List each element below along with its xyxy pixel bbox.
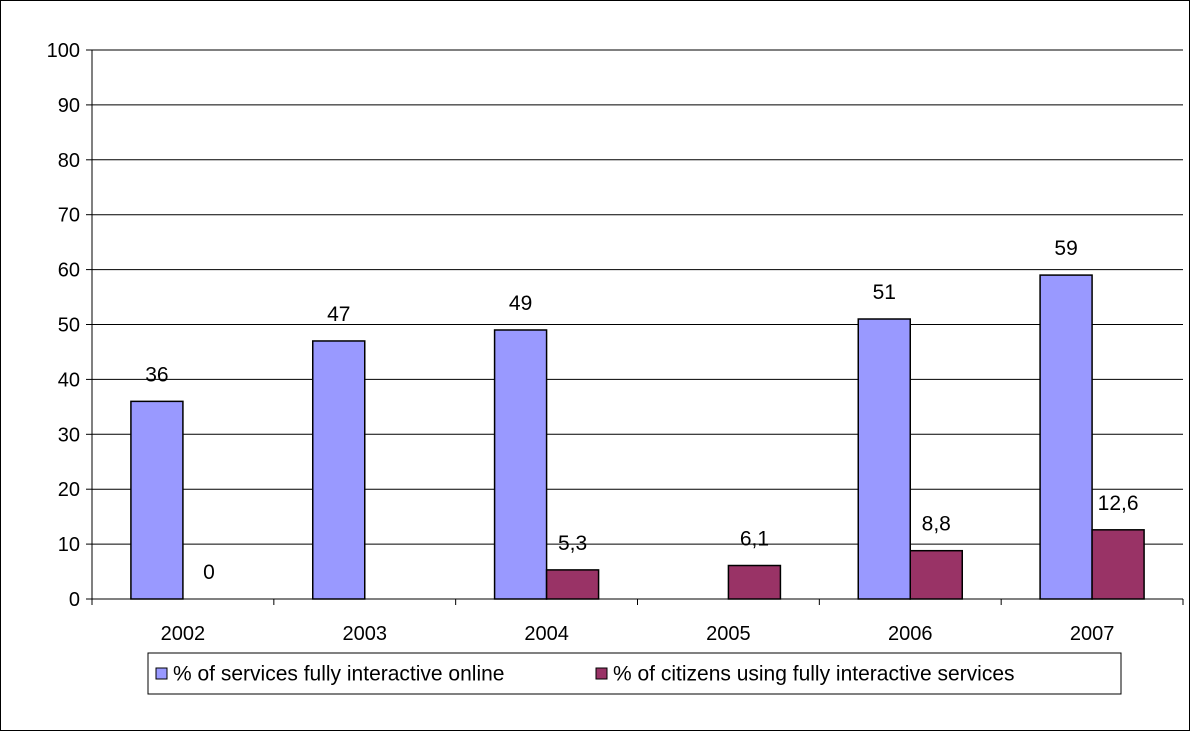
x-tick-label: 2007 [1070, 623, 1115, 645]
x-tick-label: 2004 [524, 623, 569, 645]
y-tick-label: 60 [58, 260, 80, 282]
data-label: 59 [1054, 237, 1077, 260]
x-tick-label: 2006 [888, 623, 933, 645]
bar-services-2002 [130, 400, 184, 600]
x-tick-label: 2005 [706, 623, 751, 645]
data-label: 6,1 [740, 528, 769, 551]
bar-services-2003 [312, 340, 366, 600]
bar-services-2006 [857, 318, 911, 600]
bar-services-2004 [493, 329, 548, 600]
gridlines [92, 49, 1183, 545]
data-label: 12,6 [1098, 492, 1139, 515]
data-label: 49 [509, 292, 532, 315]
y-tick-label: 100 [47, 40, 80, 62]
bar-citizens-2007 [1091, 529, 1145, 600]
data-label: 0 [203, 561, 215, 584]
bar-citizens-2005 [727, 564, 782, 600]
bar-citizens-2004 [545, 569, 600, 600]
x-tick-label: 2002 [161, 623, 206, 645]
legend-swatch-citizens [595, 667, 608, 680]
legend-label-services: % of services fully interactive online [173, 663, 504, 686]
y-tick-label: 40 [58, 369, 80, 391]
axes: 0 10 20 30 40 50 60 70 80 90 100 2002 2003 2004 2005 20… [47, 40, 1184, 645]
y-tick-label: 20 [58, 479, 80, 501]
legend: % of services fully interactive online % … [147, 652, 1122, 695]
data-label: 51 [873, 281, 896, 304]
data-label: 5,3 [558, 532, 587, 555]
legend-label-citizens: % of citizens using fully interactive se… [613, 663, 1015, 686]
bar-citizens-2006 [909, 549, 963, 600]
legend-box [147, 652, 1122, 695]
y-tick-label: 70 [58, 205, 80, 227]
x-tick-label: 2003 [343, 623, 388, 645]
y-tick-label: 80 [58, 150, 80, 172]
data-label: 8,8 [922, 513, 951, 536]
bar-services-2007 [1039, 274, 1093, 600]
data-label: 36 [145, 363, 168, 386]
y-tick-label: 10 [58, 534, 80, 556]
y-tick-label: 50 [58, 315, 80, 337]
data-label: 47 [327, 303, 350, 326]
y-tick-label: 0 [69, 589, 80, 611]
data-labels: 36 0 47 49 5,3 6,1 51 8,8 59 12,6 [145, 237, 1138, 584]
y-tick-label: 90 [58, 95, 80, 117]
y-tick-label: 30 [58, 424, 80, 446]
legend-swatch-services [155, 667, 168, 680]
